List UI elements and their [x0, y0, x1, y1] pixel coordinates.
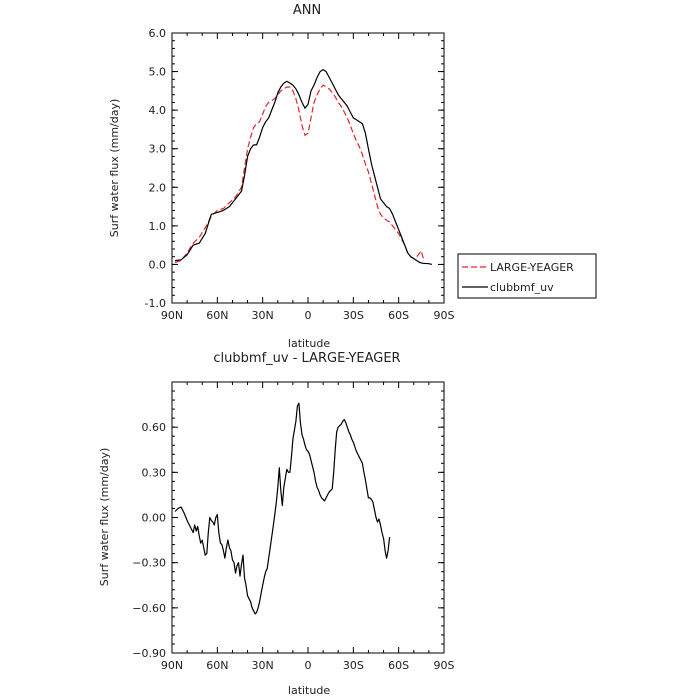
- y-tick-label: 3.0: [149, 143, 167, 156]
- y-axis-label: Surf water flux (mm/day): [108, 99, 121, 238]
- y-tick-label: 0.00: [142, 512, 167, 525]
- x-tick-label: 90N: [161, 309, 183, 322]
- x-axis-label: latitude: [288, 684, 330, 697]
- y-tick-label: 0.30: [142, 466, 167, 479]
- x-tick-label: 60N: [206, 659, 228, 672]
- y-tick-label: 5.0: [149, 66, 167, 79]
- y-tick-label: −0.30: [132, 557, 166, 570]
- x-tick-label: 30N: [252, 309, 274, 322]
- plot-marks: 90N 60N 30N 0 30S 60S 90S -1.0 0.0 1.0 2.0 3.0 4.0 5.…: [145, 27, 455, 322]
- x-tick-label: 90S: [434, 309, 455, 322]
- plot-frame: [171, 32, 445, 304]
- y-tick-label: −0.90: [132, 647, 166, 660]
- chart-title: ANN: [293, 3, 321, 18]
- x-axis-label: latitude: [288, 337, 330, 350]
- legend: LARGE-YEAGER clubbmf_uv: [457, 253, 597, 299]
- y-tick-label: 6.0: [149, 27, 167, 40]
- y-tick-label: 4.0: [149, 104, 167, 117]
- series-line-large-yeager: [174, 84, 425, 264]
- plot-frame: [171, 381, 445, 654]
- y-tick-label: 0.0: [149, 258, 167, 271]
- x-tick-label: 30S: [343, 309, 364, 322]
- chart-title: clubbmf_uv - LARGE-YEAGER: [213, 351, 400, 366]
- x-tick-label: 90S: [434, 659, 455, 672]
- y-tick-label: 2.0: [149, 181, 167, 194]
- series-line-difference: [174, 402, 391, 615]
- y-tick-label: -1.0: [145, 297, 166, 310]
- legend-label-large-yeager: LARGE-YEAGER: [490, 261, 574, 274]
- x-tick-label: 90N: [161, 659, 183, 672]
- panel-difference: clubbmf_uv - LARGE-YEAGER 90N 60N 30N 0 30S 6…: [98, 351, 455, 697]
- x-tick-label: 60S: [388, 309, 409, 322]
- series-line-clubbmf-uv: [174, 68, 433, 265]
- y-tick-label: 1.0: [149, 220, 167, 233]
- y-tick-label: −0.60: [132, 602, 166, 615]
- legend-label-clubbmf-uv: clubbmf_uv: [490, 281, 554, 294]
- plot-marks: 90N 60N 30N 0 30S 60S 90S −0.90 −0.60 −0.30 0.00 0.…: [132, 381, 455, 672]
- x-tick-label: 30N: [252, 659, 274, 672]
- y-axis-label: Surf water flux (mm/day): [98, 448, 111, 587]
- x-tick-label: 30S: [343, 659, 364, 672]
- x-tick-label: 0: [305, 309, 312, 322]
- x-tick-label: 60N: [206, 309, 228, 322]
- legend-box: [457, 253, 597, 299]
- y-tick-label: 0.60: [142, 421, 167, 434]
- panel-ann: ANN 90N 60N 30N 0 30S 60S 90S -1.0 0.0 1.0 2.0 3.0 4…: [108, 3, 597, 350]
- x-tick-label: 0: [305, 659, 312, 672]
- x-tick-label: 60S: [388, 659, 409, 672]
